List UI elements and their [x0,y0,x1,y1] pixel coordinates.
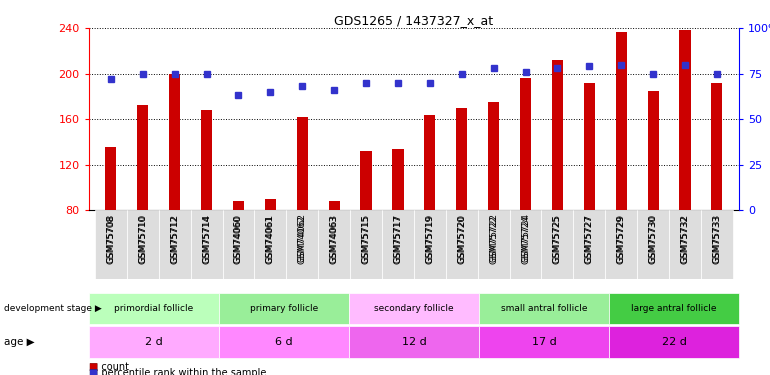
Text: small antral follicle: small antral follicle [500,304,588,313]
Bar [105,147,116,210]
Bar [265,199,276,210]
Bar [286,210,318,279]
Text: GSM75708: GSM75708 [106,215,115,264]
Bar [477,210,510,279]
Bar [456,108,467,210]
Text: GSM75710: GSM75710 [139,215,147,264]
Text: large antral follicle: large antral follicle [631,304,717,313]
Text: GSM75719: GSM75719 [425,213,434,263]
Text: GSM75722: GSM75722 [489,215,498,264]
Text: GSM75722: GSM75722 [489,213,498,262]
Bar [350,210,382,279]
Text: GSM75717: GSM75717 [393,215,403,264]
Text: GSM75730: GSM75730 [648,215,658,264]
Bar [584,83,595,210]
Bar [329,201,340,210]
Text: GSM75733: GSM75733 [712,215,721,264]
Text: GSM75712: GSM75712 [170,215,179,264]
Bar [637,210,669,279]
Text: 12 d: 12 d [401,337,427,347]
Text: GSM75724: GSM75724 [521,215,530,264]
Text: GSM75715: GSM75715 [362,213,370,263]
Text: GSM75720: GSM75720 [457,215,466,264]
Text: GSM75719: GSM75719 [425,215,434,264]
Text: ■: ■ [89,368,98,375]
Bar [159,210,191,279]
Text: GSM75732: GSM75732 [681,215,689,264]
Text: GSM75727: GSM75727 [584,215,594,264]
Text: GSM74060: GSM74060 [234,213,243,262]
Text: development stage ▶: development stage ▶ [4,304,102,313]
Text: 6 d: 6 d [275,337,293,347]
Bar [679,30,691,210]
Bar [95,210,127,279]
Bar [127,210,159,279]
Bar [393,148,403,210]
Bar [233,201,244,210]
Text: 17 d: 17 d [531,337,557,347]
Text: GSM75725: GSM75725 [553,213,562,262]
Text: ■: ■ [89,362,98,372]
Text: GSM74061: GSM74061 [266,215,275,264]
Bar [669,210,701,279]
Bar [254,210,286,279]
Text: GSM75729: GSM75729 [617,213,626,262]
Bar [424,114,435,210]
Bar [615,32,627,210]
Text: GSM75729: GSM75729 [617,215,626,264]
Text: GSM75712: GSM75712 [170,213,179,262]
Bar [574,210,605,279]
Bar [318,210,350,279]
Text: GSM75725: GSM75725 [553,215,562,264]
Bar [201,110,213,210]
Text: GSM75732: GSM75732 [681,213,689,262]
Text: 2 d: 2 d [145,337,162,347]
Text: GSM74060: GSM74060 [234,215,243,264]
Bar [648,91,658,210]
Bar [360,151,372,210]
Bar [296,117,308,210]
Text: GSM75730: GSM75730 [648,213,658,263]
Text: GSM75724: GSM75724 [521,213,530,262]
Bar [711,83,722,210]
Bar [552,60,563,210]
Text: GSM74063: GSM74063 [330,213,339,262]
Text: GSM75710: GSM75710 [139,213,147,263]
Text: 22 d: 22 d [661,337,687,347]
Text: GSM75708: GSM75708 [106,213,115,263]
Text: GSM74061: GSM74061 [266,213,275,262]
Text: GSM74062: GSM74062 [298,215,306,264]
Bar [510,210,541,279]
Bar [520,78,531,210]
Text: age ▶: age ▶ [4,337,35,347]
Bar [605,210,637,279]
Bar [446,210,477,279]
Text: GSM75717: GSM75717 [393,213,403,263]
Text: secondary follicle: secondary follicle [374,304,454,313]
Bar [414,210,446,279]
Bar [137,105,149,210]
Bar [169,74,180,210]
Title: GDS1265 / 1437327_x_at: GDS1265 / 1437327_x_at [334,14,494,27]
Text: primary follicle: primary follicle [249,304,318,313]
Text: GSM75714: GSM75714 [202,215,211,264]
Text: GSM75720: GSM75720 [457,213,466,262]
Text: GSM75727: GSM75727 [584,213,594,262]
Bar [223,210,254,279]
Bar [541,210,574,279]
Text: primordial follicle: primordial follicle [114,304,193,313]
Text: GSM75714: GSM75714 [202,213,211,262]
Bar [382,210,414,279]
Text: ■ count: ■ count [89,362,129,372]
Text: GSM75715: GSM75715 [362,215,370,264]
Text: GSM74062: GSM74062 [298,213,306,262]
Bar [701,210,733,279]
Text: GSM75733: GSM75733 [712,213,721,263]
Bar [488,102,499,210]
Text: ■ percentile rank within the sample: ■ percentile rank within the sample [89,368,266,375]
Bar [191,210,223,279]
Text: GSM74063: GSM74063 [330,215,339,264]
